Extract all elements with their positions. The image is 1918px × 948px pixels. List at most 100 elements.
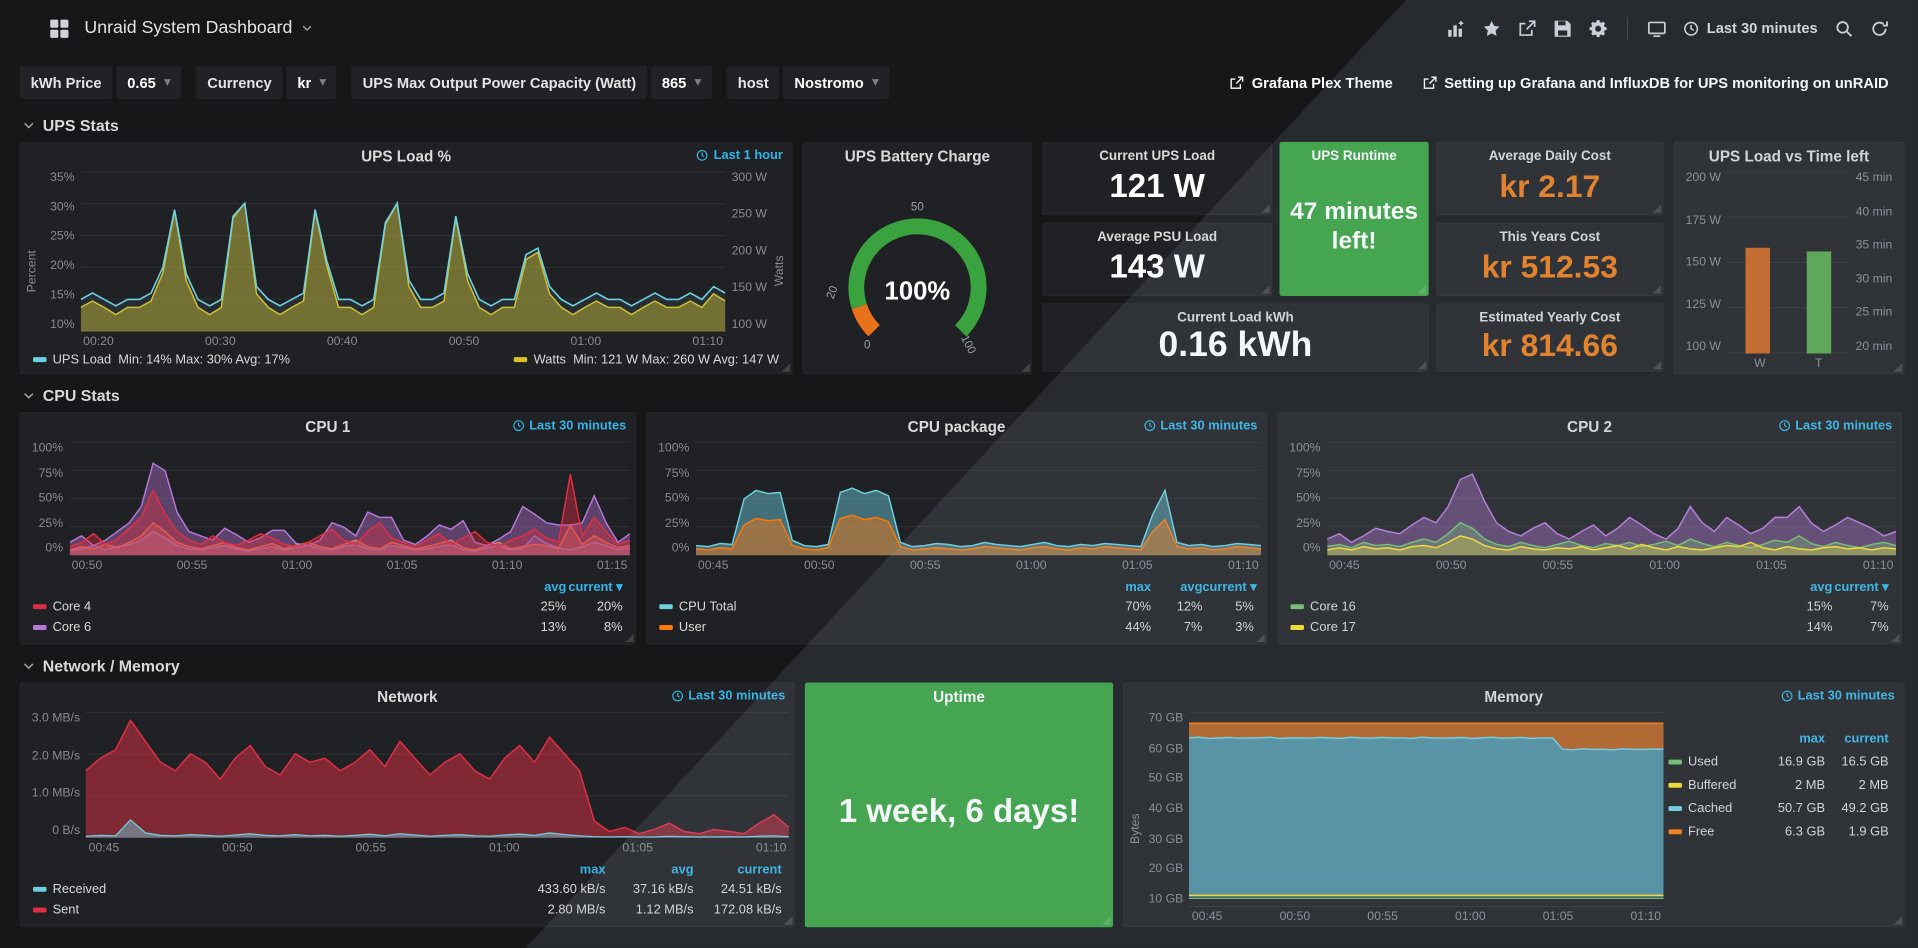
chart-plot[interactable] [80,171,726,332]
legend-value: 7% [1870,619,1889,635]
row-ups-stats[interactable]: UPS Stats [22,116,1903,135]
legend-sort-avg[interactable]: avg [1810,579,1833,594]
panel-title[interactable]: UPS Battery Charge [844,147,991,165]
panel-title[interactable]: Memory [1484,688,1544,706]
chevron-down-icon [22,659,35,672]
divider [1627,17,1629,40]
dashboard-body: UPS Stats UPS Load % Last 1 hour Percent 35… [0,116,1918,928]
panel-title[interactable]: UPS Runtime [1311,149,1397,164]
row-title: Network / Memory [42,656,180,676]
row-title: UPS Stats [42,116,119,135]
stat-value: 47 minutes left! [1290,197,1418,254]
legend-series[interactable]: Sent [33,902,517,917]
panel-title[interactable]: CPU 1 [305,417,351,435]
link-grafana-plex-theme[interactable]: Grafana Plex Theme [1230,74,1393,91]
series-swatch [33,357,47,363]
panel-title[interactable]: Network [377,688,438,706]
legend-series[interactable]: User [659,620,1099,634]
panel-average-psu-load: Average PSU Load 143 W [1042,222,1273,297]
legend-value: 1.9 GB [1848,823,1889,839]
panel-title[interactable]: Current UPS Load [1099,149,1216,164]
star-icon[interactable] [1483,19,1501,37]
legend-series[interactable]: Received [33,881,517,896]
legend-series[interactable]: UPS Load Min: 14% Max: 30% Avg: 17% [33,352,290,367]
legend-series[interactable]: Watts Min: 121 W Max: 260 W Avg: 147 W [514,352,779,367]
panel-title[interactable]: UPS Load % [361,147,452,165]
svg-text:50: 50 [911,200,924,213]
external-link-icon [1422,75,1437,90]
legend-series[interactable]: Used [1668,754,1761,769]
variable-value-dropdown[interactable]: 865 ▾ [650,66,713,100]
add-panel-icon[interactable] [1447,19,1465,37]
legend-row: Core 16 15% 7% [1290,596,1889,617]
chart-plot[interactable] [1326,441,1896,556]
legend-series[interactable]: Buffered [1668,777,1761,792]
legend-series[interactable]: Free [1668,824,1761,839]
zoom-out-search-icon[interactable] [1835,19,1853,37]
chart-plot[interactable] [69,441,630,556]
panel-current-load-kwh: Current Load kWh 0.16 kWh [1042,303,1429,372]
legend-value: 3% [1235,619,1254,635]
panel-title[interactable]: Estimated Yearly Cost [1479,310,1621,326]
row-network-memory[interactable]: Network / Memory [22,657,1903,675]
legend-series[interactable]: Core 17 [1290,620,1776,634]
tv-cycle-view-icon[interactable] [1648,19,1667,37]
variable-value-dropdown[interactable]: 0.65 ▾ [116,66,182,100]
legend-sort-avg[interactable]: avg [671,861,694,877]
dashboard-title-text: Unraid System Dashboard [84,18,293,38]
variable-label: host [726,66,780,100]
dashboard-variables: kWh Price 0.65 ▾ Currency kr ▾ UPS Max Output … [19,66,890,100]
chevron-down-icon [22,389,35,402]
dashboard-title[interactable]: Unraid System Dashboard [84,18,313,38]
legend-sort-current[interactable]: current ▾ [1834,579,1889,594]
panel-title[interactable]: UPS Load vs Time left [1708,147,1870,165]
legend-sort-max[interactable]: max [1799,730,1826,746]
panel-title[interactable]: Current Load kWh [1177,310,1294,326]
variable-ups-max-output-power-capacity-watt-: UPS Max Output Power Capacity (Watt) 865 ▾ [351,66,713,100]
variable-value-dropdown[interactable]: Nostromo ▾ [783,66,890,100]
legend-sort-avg[interactable]: avg [1180,579,1203,594]
legend-row: Sent 2.80 MB/s 1.12 MB/s 172.08 kB/s [33,899,782,920]
panel-title[interactable]: CPU package [907,417,1006,435]
panel-network: Network Last 30 minutes 3.0 MB/s 2.0 MB/s 1.… [19,682,796,928]
legend-value: 2.80 MB/s [547,902,606,917]
legend-row: Cached 50.7 GB 49.2 GB [1668,796,1889,819]
chart-plot[interactable] [1189,711,1664,907]
refresh-icon[interactable] [1870,19,1888,37]
link-grafana-influxdb-guide[interactable]: Setting up Grafana and InfluxDB for UPS … [1422,74,1889,91]
legend-series[interactable]: Core 6 [33,620,510,634]
row-cpu-stats[interactable]: CPU Stats [22,387,1903,405]
chart-plot[interactable] [695,441,1261,556]
legend-value: 14% [1806,619,1833,635]
legend-sort-current[interactable]: current ▾ [568,579,623,594]
legend-series[interactable]: Core 16 [1290,599,1776,613]
dashboards-grid-icon[interactable] [49,18,70,39]
legend-sort-current[interactable]: current ▾ [1202,579,1257,594]
share-icon[interactable] [1518,19,1536,37]
chart-plot[interactable] [1727,171,1850,354]
legend-sort-max[interactable]: max [1125,579,1152,594]
panel-title[interactable]: CPU 2 [1567,417,1613,435]
legend-sort-avg[interactable]: avg [544,579,567,594]
panel-title[interactable]: Average Daily Cost [1488,149,1611,164]
panel-title[interactable]: This Years Cost [1499,229,1601,245]
series-swatch [1290,624,1304,630]
panel-ups-load-vs-time-left: UPS Load vs Time left 200 W 175 W 150 W 125 … [1673,141,1905,375]
legend: UPS Load Min: 14% Max: 30% Avg: 17% Watts… [21,351,792,373]
variable-value-dropdown[interactable]: kr ▾ [286,66,337,100]
panel-title[interactable]: Average PSU Load [1097,229,1218,245]
legend-sort-current[interactable]: current [737,861,782,877]
legend-series[interactable]: Core 4 [33,599,510,613]
navbar: Unraid System Dashboard Last 30 minutes [0,0,1918,56]
panel-title[interactable]: Uptime [933,688,985,706]
legend-series[interactable]: CPU Total [659,599,1099,613]
legend-series[interactable]: Cached [1668,801,1761,815]
save-icon[interactable] [1554,19,1572,37]
chart-plot[interactable] [86,711,789,838]
uptime-value: 1 week, 6 days! [838,792,1080,830]
settings-gear-icon[interactable] [1589,19,1607,37]
legend-sort-current[interactable]: current [1844,730,1889,746]
time-range-picker[interactable]: Last 30 minutes [1684,20,1818,37]
legend-sort-max[interactable]: max [579,861,606,877]
series-swatch [1668,759,1682,764]
